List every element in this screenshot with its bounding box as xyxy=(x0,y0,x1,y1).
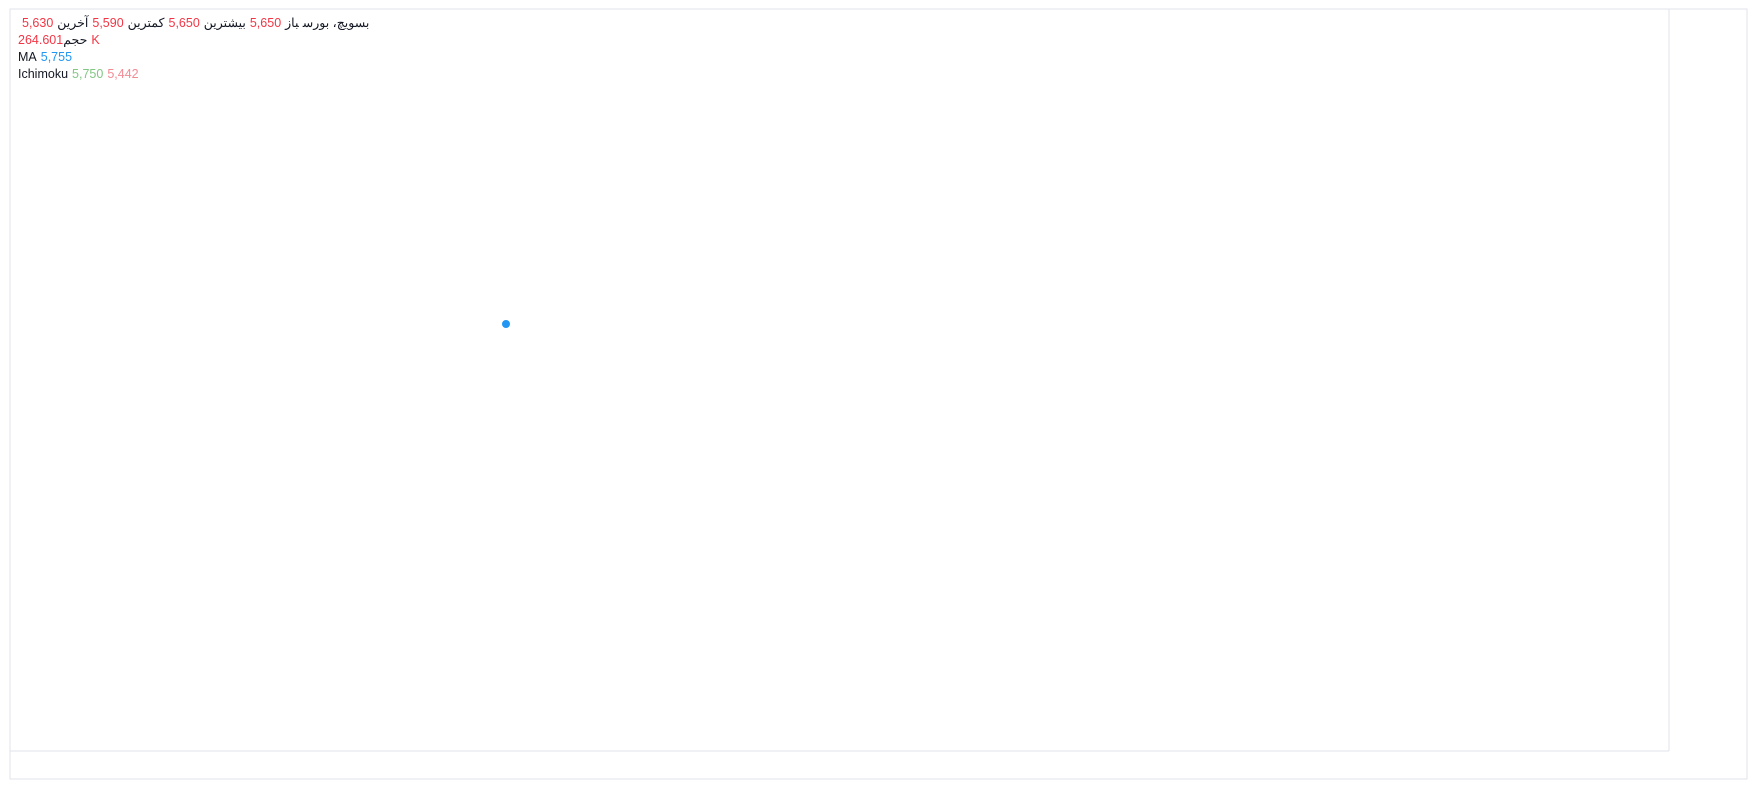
ohlc-value: 5,650 xyxy=(168,16,200,30)
ohlc-legend: بسویچ، بورسباز5,650بیشترین5,650کمترین5,5… xyxy=(18,15,369,32)
legend: بسویچ، بورسباز5,650بیشترین5,650کمترین5,5… xyxy=(18,15,369,83)
volume-row: حجم264.601K xyxy=(18,32,369,49)
ohlc-name: باز xyxy=(285,16,299,30)
ohlc-name: کمترین xyxy=(127,16,165,30)
ohlc-name: بیشترین xyxy=(203,16,246,30)
volume-name: حجم xyxy=(63,33,88,47)
ohlc-value: 5,630 xyxy=(22,16,54,30)
marker-dot xyxy=(501,319,511,329)
ma-value: 5,755 xyxy=(40,50,73,64)
ohlc-value: 5,590 xyxy=(92,16,124,30)
ohlc-row: بسویچ، بورسباز5,650بیشترین5,650کمترین5,5… xyxy=(18,15,369,32)
span-b-value: 5,442 xyxy=(107,67,139,81)
ma-name: MA xyxy=(18,50,37,64)
ma-row: MA 5,755 xyxy=(18,49,369,66)
symbol: بسویچ، بورس xyxy=(302,16,370,30)
ichimoku-row: Ichimoku 5,750 5,442 xyxy=(18,66,369,83)
ichimoku-name: Ichimoku xyxy=(18,67,69,81)
chart-border xyxy=(9,8,1748,780)
volume-value: 264.601K xyxy=(18,33,100,47)
ohlc-value: 5,650 xyxy=(249,16,282,30)
ohlc-name: آخرین xyxy=(57,16,89,30)
span-a-value: 5,750 xyxy=(72,67,104,81)
